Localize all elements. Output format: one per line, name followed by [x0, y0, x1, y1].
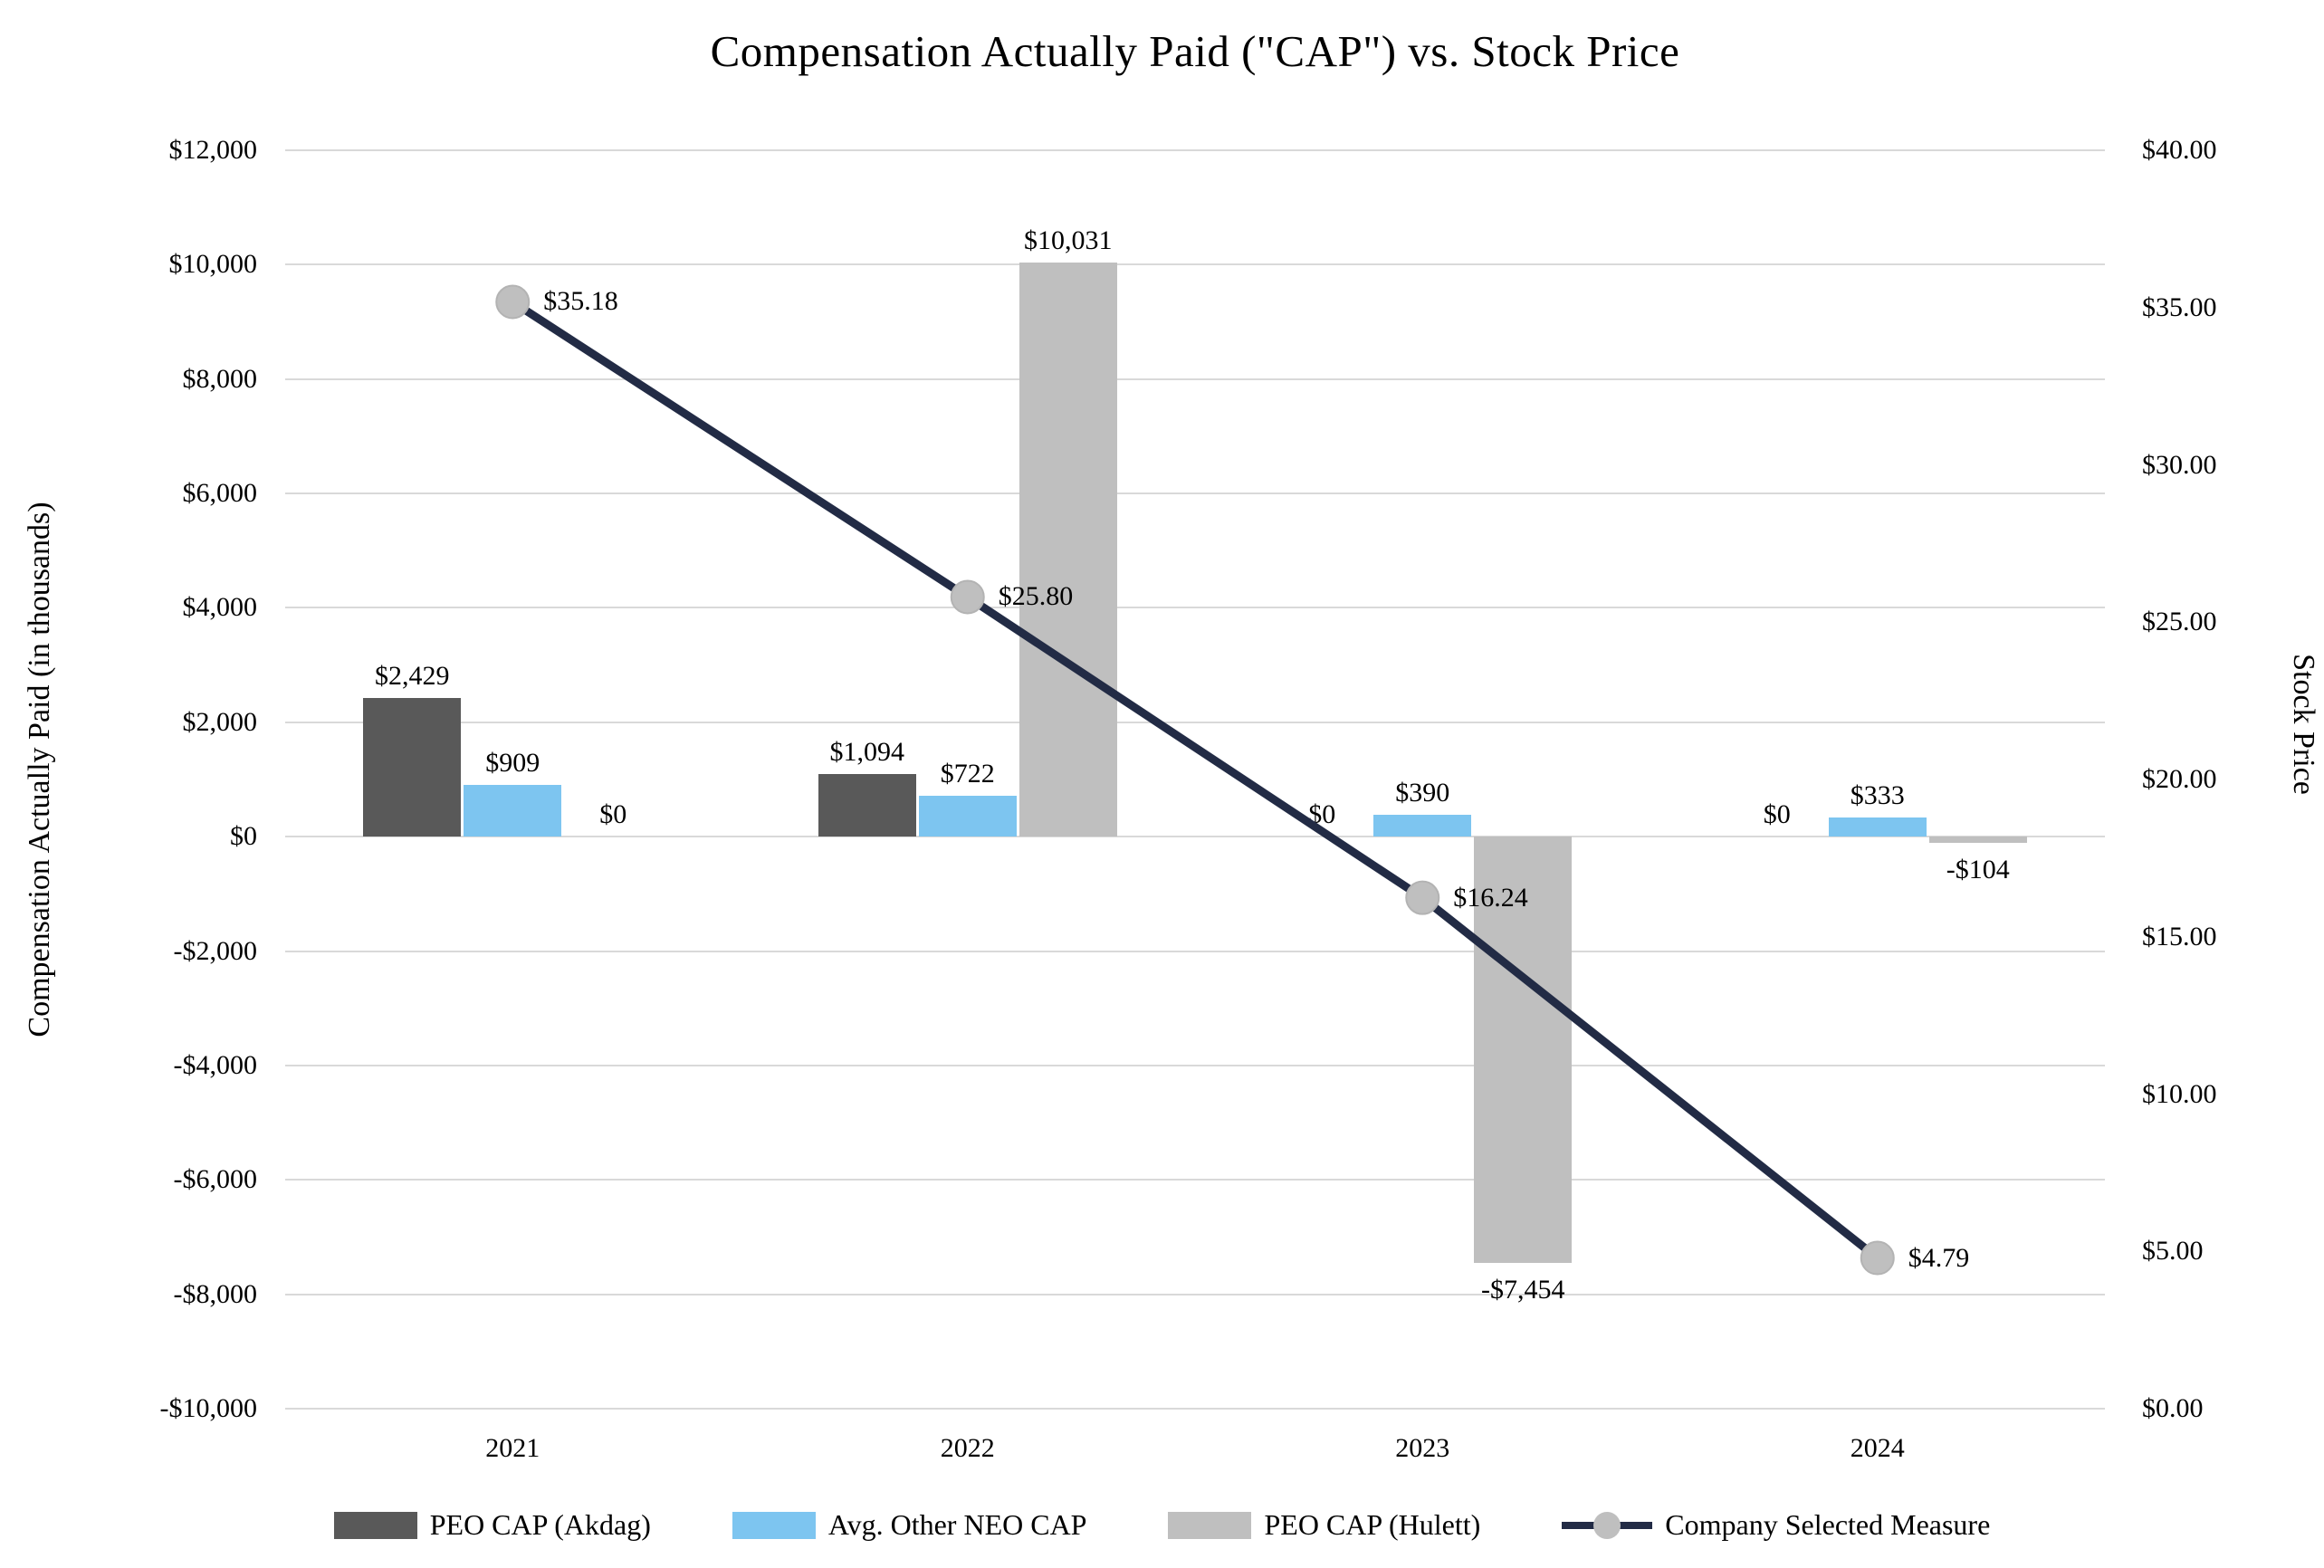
legend-swatch	[333, 1511, 417, 1539]
left-axis-tick: $8,000	[182, 363, 258, 394]
bar-value-label-peo-cap-akdag: $2,429	[375, 660, 450, 691]
legend-swatch	[732, 1511, 816, 1539]
legend-line-sample	[1562, 1510, 1653, 1541]
bar-value-label-avg-other-neo-cap: $390	[1395, 777, 1450, 808]
bar-value-label-peo-cap-akdag: $1,094	[829, 737, 905, 768]
left-axis-tick: -$10,000	[159, 1393, 258, 1423]
right-axis-tick: $30.00	[2142, 449, 2217, 480]
bar-value-label-avg-other-neo-cap: $722	[940, 758, 995, 789]
right-axis-tick: $25.00	[2142, 607, 2217, 637]
legend-label: PEO CAP (Akdag)	[429, 1508, 651, 1541]
bar-value-label-peo-cap-hulett: -$7,454	[1481, 1275, 1565, 1305]
bar-peo-cap-akdag	[818, 774, 916, 837]
gridline	[285, 1408, 2105, 1410]
line-point-label: $4.79	[1908, 1242, 1970, 1273]
bar-avg-other-neo-cap	[1373, 814, 1472, 837]
legend: PEO CAP (Akdag) Avg. Other NEO CAP PEO CAP…	[0, 1508, 2324, 1542]
line-marker	[1405, 880, 1440, 915]
gridline	[285, 950, 2105, 952]
gridline	[285, 1179, 2105, 1181]
bar-value-label-peo-cap-hulett: $0	[599, 799, 627, 830]
left-axis-tick: $6,000	[182, 478, 258, 509]
legend-label: Company Selected Measure	[1665, 1508, 1991, 1541]
gridline	[285, 378, 2105, 380]
bar-avg-other-neo-cap	[464, 784, 562, 837]
line-marker	[1860, 1240, 1895, 1276]
company-selected-measure-line	[495, 284, 1895, 1276]
bar-value-label-avg-other-neo-cap: $909	[485, 747, 540, 778]
gridline	[285, 1064, 2105, 1066]
line-path	[508, 297, 1882, 1263]
legend-label: PEO CAP (Hulett)	[1264, 1508, 1481, 1541]
left-axis-tick: $2,000	[182, 706, 258, 737]
x-axis-label: 2023	[1395, 1433, 1450, 1463]
left-axis-tick: -$8,000	[173, 1278, 258, 1309]
right-axis-tick: $0.00	[2142, 1393, 2204, 1423]
gridline	[285, 492, 2105, 495]
bar-value-label-avg-other-neo-cap: $333	[1850, 780, 1905, 811]
legend-item-peo-cap-akdag: PEO CAP (Akdag)	[333, 1508, 651, 1542]
bar-avg-other-neo-cap	[918, 795, 1017, 837]
left-axis-tick: $0	[230, 821, 257, 852]
line-point-label: $16.24	[1453, 882, 1528, 913]
x-axis-label: 2022	[940, 1433, 995, 1463]
gridline	[285, 1293, 2105, 1296]
legend-label: Avg. Other NEO CAP	[827, 1508, 1087, 1541]
x-axis-label: 2021	[485, 1433, 540, 1463]
legend-swatch	[1168, 1511, 1252, 1539]
right-axis-tick: $35.00	[2142, 292, 2217, 322]
right-axis-tick: $5.00	[2142, 1236, 2204, 1267]
bar-avg-other-neo-cap	[1828, 817, 1927, 837]
bar-peo-cap-hulett	[1474, 837, 1573, 1264]
gridline	[285, 607, 2105, 609]
line-point-label: $25.80	[998, 581, 1074, 612]
right-axis-tick: $10.00	[2142, 1078, 2217, 1109]
line-marker	[950, 579, 985, 615]
gridline	[285, 721, 2105, 723]
bar-peo-cap-hulett	[1928, 837, 2027, 843]
left-axis-tick: $4,000	[182, 592, 258, 623]
left-axis-tick: -$6,000	[173, 1164, 258, 1195]
gridline	[285, 836, 2105, 838]
left-axis-tick: $12,000	[168, 135, 258, 165]
chart-title: Compensation Actually Paid ("CAP") vs. S…	[710, 26, 1680, 76]
line-marker	[495, 284, 531, 320]
bar-value-label-peo-cap-akdag: $0	[1763, 799, 1791, 830]
gridline	[285, 263, 2105, 266]
right-axis-tick: $40.00	[2142, 135, 2217, 165]
legend-item-peo-cap-hulett: PEO CAP (Hulett)	[1168, 1508, 1480, 1542]
left-axis-tick: $10,000	[168, 249, 258, 280]
legend-item-company-selected-measure: Company Selected Measure	[1562, 1508, 1990, 1542]
bar-peo-cap-hulett	[1019, 263, 1117, 837]
gridline	[285, 149, 2105, 151]
legend-marker-dot	[1593, 1511, 1621, 1539]
x-axis-label: 2024	[1850, 1433, 1905, 1463]
bar-peo-cap-akdag	[363, 697, 462, 837]
right-axis-tick: $20.00	[2142, 764, 2217, 794]
legend-item-avg-other-neo-cap: Avg. Other NEO CAP	[732, 1508, 1087, 1542]
bar-value-label-peo-cap-hulett: -$104	[1946, 854, 2010, 884]
line-point-label: $35.18	[543, 286, 618, 317]
right-axis-tick: $15.00	[2142, 921, 2217, 951]
left-axis-tick: -$4,000	[173, 1049, 258, 1080]
bar-value-label-peo-cap-hulett: $10,031	[1024, 225, 1113, 256]
left-axis-tick: -$2,000	[173, 935, 258, 966]
